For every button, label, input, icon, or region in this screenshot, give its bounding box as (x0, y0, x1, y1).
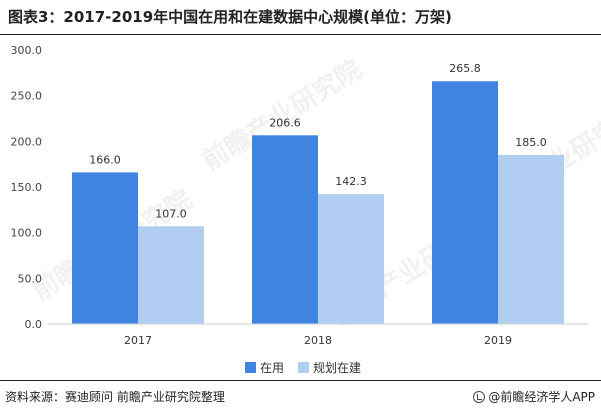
brand-label: @前瞻经济学人APP (488, 390, 595, 404)
y-tick-label: 150.0 (11, 181, 43, 194)
data-label: 265.8 (449, 62, 481, 75)
x-category-label: 2017 (124, 334, 152, 347)
data-label: 166.0 (89, 153, 121, 166)
legend: 在用 规划在建 (245, 359, 375, 376)
bars (72, 81, 564, 325)
footer-rule (0, 380, 601, 381)
title-rule (0, 34, 601, 35)
data-labels: 166.0 107.0 206.6 142.3 265.8 185.0 (89, 62, 547, 220)
category-labels: 2017 2018 2019 (124, 334, 512, 347)
bar-in-use-2017 (72, 172, 138, 324)
legend-label-under-construction: 规划在建 (313, 361, 362, 375)
bar-under-construction-2019 (498, 155, 564, 324)
y-tick-label: 250.0 (11, 90, 43, 103)
y-tick-label: 300.0 (11, 44, 43, 57)
chart-title: 图表3：2017-2019年中国在用和在建数据中心规模(单位：万架) (8, 8, 452, 26)
data-label: 206.6 (269, 116, 301, 129)
brand-credit: @前瞻经济学人APP (473, 387, 595, 407)
y-tick-label: 200.0 (11, 135, 43, 148)
legend-item-in-use: 在用 (245, 359, 284, 376)
y-tick-label: 50.0 (18, 272, 43, 285)
x-category-label: 2019 (484, 334, 512, 347)
bar-under-construction-2018 (318, 194, 384, 324)
bar-under-construction-2017 (138, 226, 204, 324)
y-tick-label: 0.0 (25, 318, 43, 331)
legend-item-under-construction: 规划在建 (298, 359, 361, 376)
bar-in-use-2018 (252, 135, 318, 324)
legend-swatch-in-use (245, 362, 256, 373)
legend-swatch-under-construction (298, 362, 310, 373)
data-label: 107.0 (155, 207, 187, 220)
brand-logo-icon (473, 391, 486, 403)
source-note: 资料来源：赛迪顾问 前瞻产业研究院整理 (5, 390, 225, 404)
x-category-label: 2018 (304, 334, 332, 347)
data-label: 185.0 (515, 136, 547, 149)
y-tick-label: 100.0 (11, 227, 43, 240)
legend-label-in-use: 在用 (260, 361, 285, 375)
data-label: 142.3 (335, 175, 367, 188)
y-axis-ticks: 0.0 50.0 100.0 150.0 200.0 250.0 300.0 (11, 44, 43, 331)
bar-in-use-2019 (432, 81, 498, 325)
